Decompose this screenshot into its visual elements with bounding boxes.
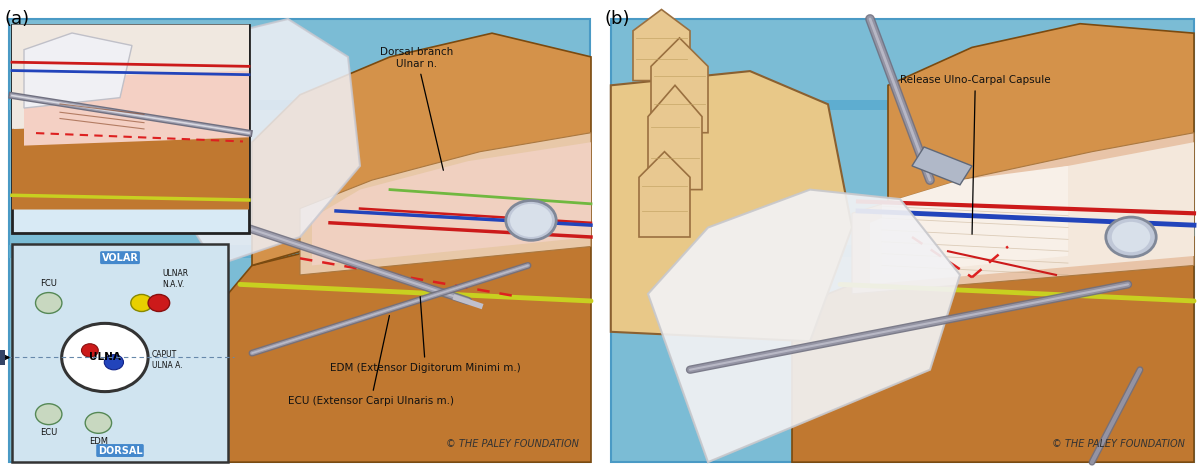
Polygon shape <box>611 71 852 341</box>
Text: Release Ulno-Carpal Capsule: Release Ulno-Carpal Capsule <box>900 75 1051 234</box>
Polygon shape <box>12 118 250 210</box>
Polygon shape <box>640 152 690 237</box>
Text: (b): (b) <box>605 10 630 28</box>
Polygon shape <box>792 199 1194 462</box>
Circle shape <box>148 294 169 311</box>
Bar <box>10 245 590 258</box>
Circle shape <box>131 294 152 311</box>
Text: © THE PALEY FOUNDATION: © THE PALEY FOUNDATION <box>1052 439 1186 449</box>
Bar <box>611 100 1194 110</box>
Text: (a): (a) <box>5 10 30 28</box>
Polygon shape <box>650 38 708 133</box>
Polygon shape <box>300 133 592 275</box>
Text: ECU: ECU <box>40 428 58 438</box>
Polygon shape <box>156 19 360 265</box>
Circle shape <box>510 204 552 237</box>
Polygon shape <box>228 199 592 462</box>
Text: VOLAR: VOLAR <box>102 253 138 263</box>
Circle shape <box>82 344 98 357</box>
Circle shape <box>36 404 62 425</box>
Bar <box>10 100 590 110</box>
Circle shape <box>1106 217 1157 257</box>
Circle shape <box>85 412 112 433</box>
Polygon shape <box>312 142 592 265</box>
Polygon shape <box>648 190 960 462</box>
Polygon shape <box>870 142 1194 284</box>
Text: EDM (Extensor Digitorum Minimi m.): EDM (Extensor Digitorum Minimi m.) <box>330 297 521 373</box>
Text: EDM: EDM <box>89 437 108 446</box>
Circle shape <box>36 292 62 313</box>
Bar <box>0 350 5 365</box>
Polygon shape <box>24 71 250 146</box>
Polygon shape <box>852 133 1194 294</box>
Polygon shape <box>888 24 1194 256</box>
Polygon shape <box>634 9 690 81</box>
Text: ULNAR
N.A.V.: ULNAR N.A.V. <box>162 269 188 289</box>
Polygon shape <box>12 25 250 129</box>
Polygon shape <box>252 33 592 265</box>
FancyBboxPatch shape <box>12 244 228 462</box>
Circle shape <box>104 355 124 370</box>
Polygon shape <box>24 33 132 108</box>
Polygon shape <box>882 166 1068 275</box>
Polygon shape <box>912 147 972 185</box>
Bar <box>611 245 1194 257</box>
Text: CAPUT
ULNA A.: CAPUT ULNA A. <box>151 350 182 370</box>
Text: ULNA: ULNA <box>89 353 121 363</box>
Circle shape <box>1111 222 1151 252</box>
Circle shape <box>61 323 148 392</box>
Text: Dorsal branch
Ulnar n.: Dorsal branch Ulnar n. <box>380 47 454 170</box>
Text: DORSAL: DORSAL <box>97 446 143 456</box>
Text: ECU (Extensor Carpi Ulnaris m.): ECU (Extensor Carpi Ulnaris m.) <box>288 316 454 406</box>
Text: © THE PALEY FOUNDATION: © THE PALEY FOUNDATION <box>446 439 580 449</box>
Text: FCU: FCU <box>41 279 58 288</box>
Circle shape <box>506 201 557 240</box>
FancyBboxPatch shape <box>12 25 250 233</box>
Polygon shape <box>648 85 702 190</box>
